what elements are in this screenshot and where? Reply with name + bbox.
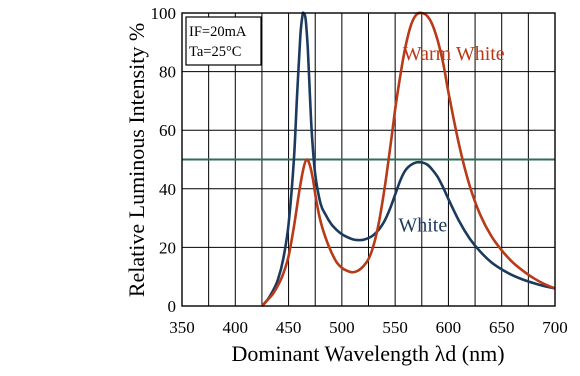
x-tick-label: 350 [169, 318, 195, 337]
condition-temperature: Ta=25°C [189, 44, 241, 60]
x-axis-title: Dominant Wavelength λd (nm) [231, 341, 504, 366]
y-axis-title: Relative Luminous Intensity % [124, 23, 149, 297]
x-tick-label: 450 [276, 318, 302, 337]
y-tick-labels: 0 20 40 60 80 100 [151, 4, 177, 316]
y-tick-label: 60 [159, 121, 176, 140]
series-label-warm-white: Warm White [403, 43, 505, 65]
conditions-frame [185, 16, 262, 66]
x-tick-label: 550 [382, 318, 408, 337]
x-tick-label: 600 [436, 318, 462, 337]
y-tick-label: 100 [151, 4, 177, 23]
series-line-white [260, 11, 556, 307]
condition-current: IF=20mA [189, 24, 247, 40]
y-tick-label: 80 [159, 63, 176, 82]
series-label-white: White [398, 214, 447, 236]
series-line-warm-white [260, 11, 556, 307]
series-lines [260, 11, 556, 307]
x-tick-label: 650 [489, 318, 515, 337]
y-tick-label: 20 [159, 238, 176, 257]
x-tick-labels: 350 400 450 500 550 600 650 700 [169, 318, 568, 337]
plot-border [181, 12, 556, 307]
conditions-box: IF=20mA Ta=25°C [185, 16, 262, 66]
x-tick-label: 700 [542, 318, 568, 337]
x-tick-label: 500 [329, 318, 355, 337]
y-tick-label: 0 [168, 297, 177, 316]
x-tick-label: 400 [223, 318, 249, 337]
y-tick-label: 40 [159, 180, 176, 199]
